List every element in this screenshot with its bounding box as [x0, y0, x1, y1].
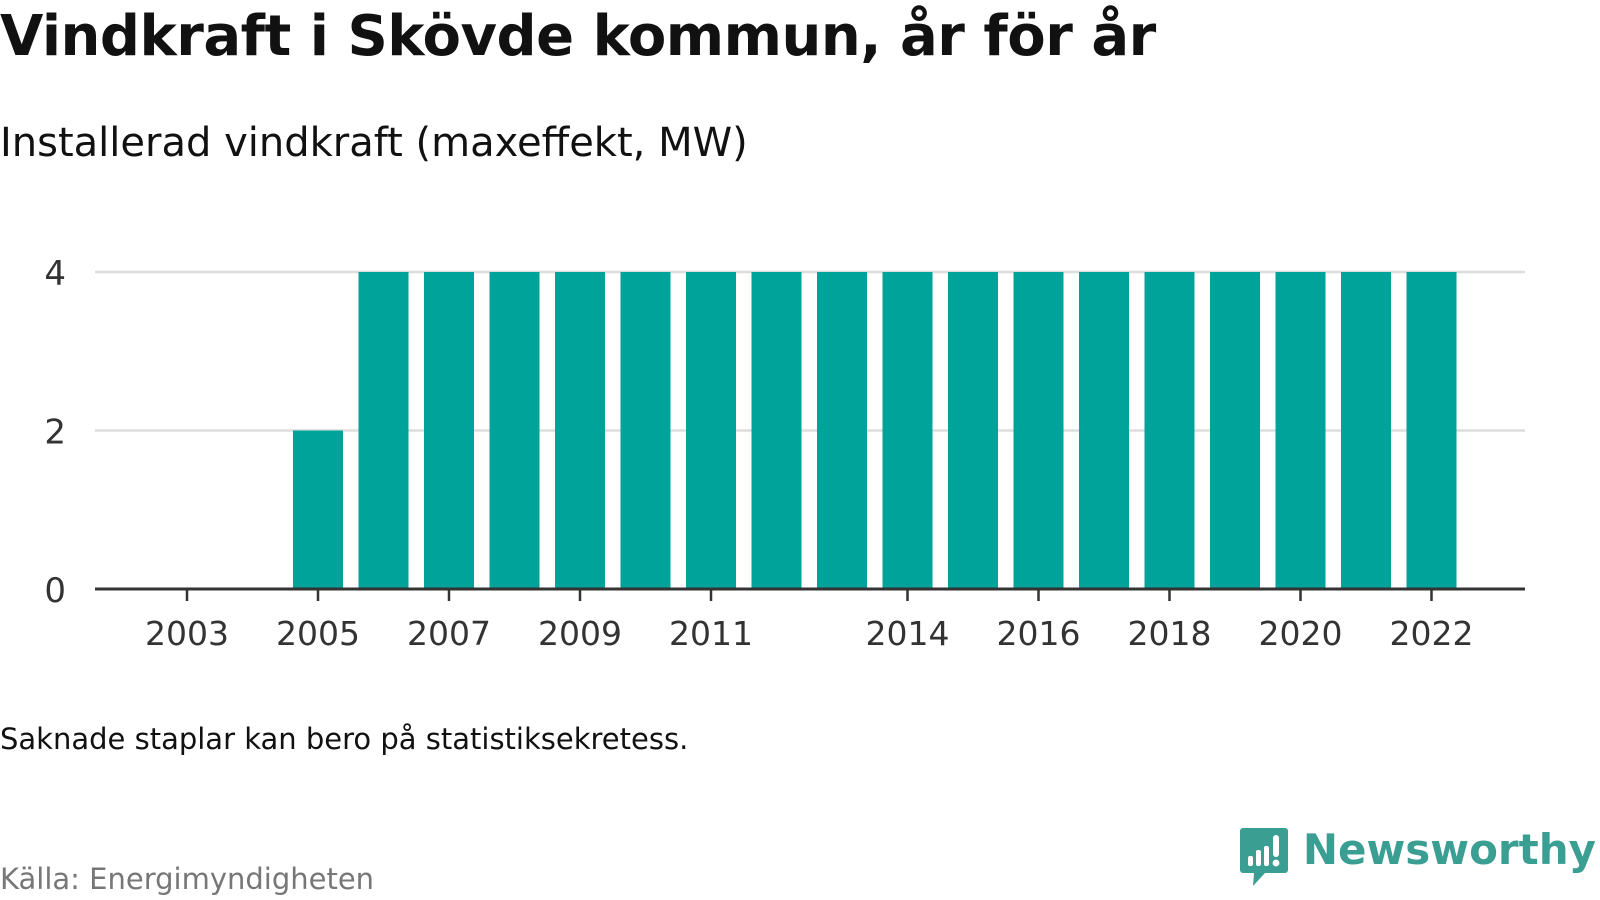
x-tick-label: 2011 [669, 614, 753, 653]
bar-2012 [751, 272, 802, 589]
newsworthy-brand: Newsworthy [1239, 826, 1596, 896]
x-tick-label: 2003 [145, 614, 229, 653]
bar-2008 [489, 272, 540, 589]
chart-subtitle: Installerad vindkraft (maxeffekt, MW) [0, 120, 748, 166]
y-tick-label: 0 [44, 571, 66, 611]
bar-2014 [882, 272, 933, 589]
bar-2019 [1210, 272, 1260, 589]
bar-2020 [1275, 272, 1326, 589]
x-tick-label: 2007 [407, 614, 491, 653]
x-tick-label: 2005 [276, 614, 360, 653]
newsworthy-logo-icon [1239, 828, 1288, 886]
tick-labels: 0 2 4 2003 2005 2007 2009 2011 2014 2016 2018 2020 2… [44, 254, 1473, 653]
x-tick-label: 2014 [866, 614, 950, 653]
bar-2007 [424, 272, 474, 589]
bar-2021 [1341, 272, 1391, 589]
bar-2009 [555, 272, 605, 589]
bar-2017 [1079, 272, 1129, 589]
bar-2013 [817, 272, 867, 589]
x-tick-label: 2016 [997, 614, 1081, 653]
y-tick-label: 2 [44, 413, 66, 453]
y-tick-label: 4 [44, 254, 66, 294]
x-tick-label: 2009 [538, 614, 622, 653]
x-tick-label: 2020 [1259, 614, 1343, 653]
bar-2022 [1406, 272, 1457, 589]
chart-title: Vindkraft i Skövde kommun, år för år [0, 4, 1156, 69]
bar-2015 [948, 272, 998, 589]
x-tick-label: 2022 [1390, 614, 1474, 653]
footnote: Saknade staplar kan bero på statistiksek… [0, 722, 689, 756]
bar-2005 [293, 430, 343, 589]
axes [95, 587, 1525, 601]
source-credit: Källa: Energimyndigheten [0, 862, 375, 896]
bar-2006 [358, 272, 409, 589]
bar-2011 [686, 272, 736, 589]
brand-name: Newsworthy [1302, 825, 1596, 874]
bars [293, 272, 1457, 589]
bar-2018 [1144, 272, 1195, 589]
bar-chart: 0 2 4 2003 2005 2007 2009 2011 2014 2016 2018 2020 2… [44, 254, 1525, 653]
x-tick-label: 2018 [1128, 614, 1212, 653]
bar-2016 [1013, 272, 1064, 589]
bar-2010 [620, 272, 671, 589]
